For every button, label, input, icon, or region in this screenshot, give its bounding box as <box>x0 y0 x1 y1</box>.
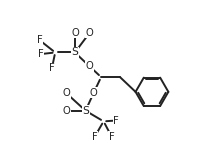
Text: F: F <box>38 49 43 59</box>
Text: O: O <box>71 28 79 38</box>
Text: F: F <box>113 116 119 125</box>
Text: F: F <box>37 35 43 45</box>
Text: O: O <box>90 88 98 98</box>
Text: F: F <box>109 132 115 142</box>
Text: S: S <box>82 106 89 116</box>
Text: O: O <box>86 62 94 71</box>
Text: F: F <box>49 63 55 73</box>
Text: O: O <box>63 106 71 116</box>
Text: O: O <box>63 89 71 98</box>
Text: O: O <box>86 28 94 38</box>
Text: S: S <box>71 48 78 57</box>
Text: F: F <box>92 132 97 142</box>
